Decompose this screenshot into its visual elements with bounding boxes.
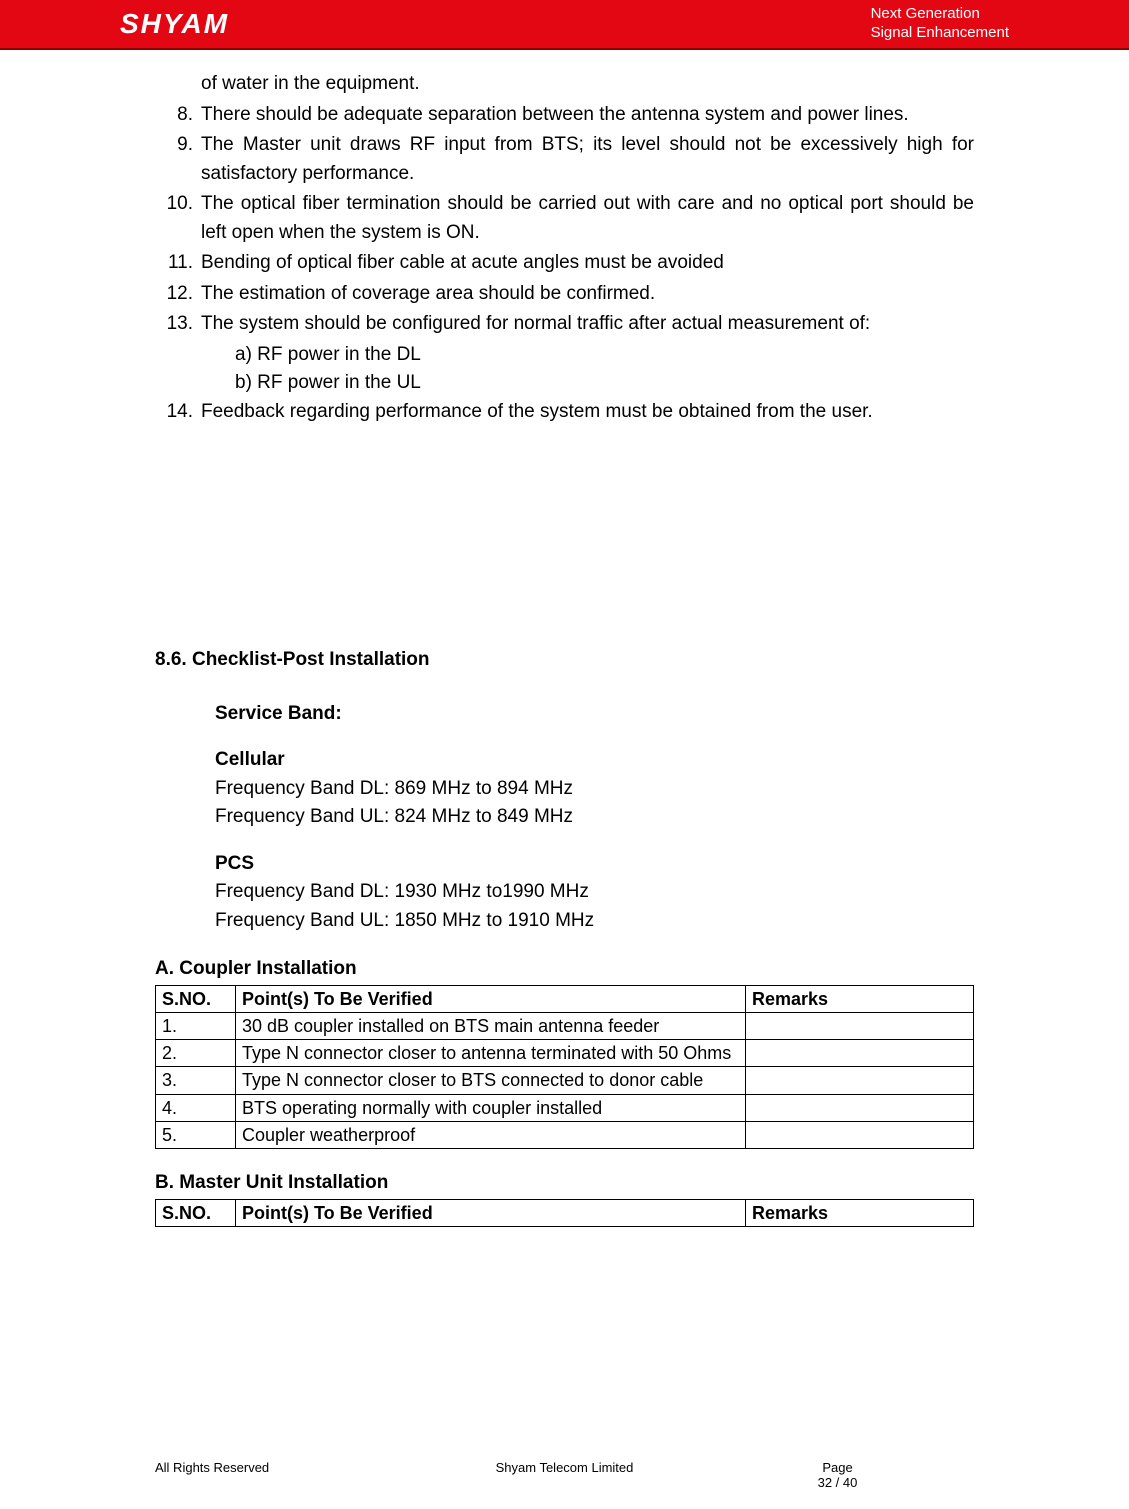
pcs-ul: Frequency Band UL: 1850 MHz to 1910 MHz: [215, 907, 974, 936]
list-item: 10.The optical fiber termination should …: [155, 190, 974, 247]
table-cell: [746, 1094, 974, 1121]
list-number: 10.: [155, 190, 201, 247]
footer-right: Page 32 / 40: [701, 1460, 974, 1491]
cellular-ul: Frequency Band UL: 824 MHz to 849 MHz: [215, 803, 974, 832]
list-item: of water in the equipment.: [155, 70, 974, 99]
table-cell: 1.: [156, 1012, 236, 1039]
table-cell: BTS operating normally with coupler inst…: [236, 1094, 746, 1121]
col-points: Point(s) To Be Verified: [236, 1199, 746, 1226]
header-bar: SHYAM Next Generation Signal Enhancement: [0, 0, 1129, 50]
table-header-row: S.NO. Point(s) To Be Verified Remarks: [156, 985, 974, 1012]
table-cell: 3.: [156, 1067, 236, 1094]
col-remarks: Remarks: [746, 1199, 974, 1226]
list-text: The estimation of coverage area should b…: [201, 280, 974, 309]
table-cell: 5.: [156, 1121, 236, 1148]
table-header-row: S.NO. Point(s) To Be Verified Remarks: [156, 1199, 974, 1226]
table-cell: 30 dB coupler installed on BTS main ante…: [236, 1012, 746, 1039]
sub-item-a: a) RF power in the DL: [155, 341, 974, 370]
continuation-text: of water in the equipment.: [201, 70, 974, 99]
service-band-block: Service Band: Cellular Frequency Band DL…: [155, 700, 974, 936]
table-row: 2.Type N connector closer to antenna ter…: [156, 1040, 974, 1067]
table-cell: [746, 1012, 974, 1039]
cellular-label: Cellular: [215, 746, 974, 775]
pcs-dl: Frequency Band DL: 1930 MHz to1990 MHz: [215, 878, 974, 907]
list-item: 13. The system should be configured for …: [155, 310, 974, 339]
footer-left: All Rights Reserved: [155, 1460, 428, 1491]
list-item: 14. Feedback regarding performance of th…: [155, 398, 974, 427]
logo-text: SHYAM: [120, 8, 229, 40]
list-text: The Master unit draws RF input from BTS;…: [201, 131, 974, 188]
list-number: 11.: [155, 249, 201, 278]
list-text: Bending of optical fiber cable at acute …: [201, 249, 974, 278]
table-a-title: A. Coupler Installation: [155, 955, 974, 984]
sub-item-b: b) RF power in the UL: [155, 369, 974, 398]
list-text: Feedback regarding performance of the sy…: [201, 398, 974, 427]
list-text: The system should be configured for norm…: [201, 310, 974, 339]
table-cell: [746, 1067, 974, 1094]
col-points: Point(s) To Be Verified: [236, 985, 746, 1012]
list-text: There should be adequate separation betw…: [201, 101, 974, 130]
table-cell: Type N connector closer to antenna termi…: [236, 1040, 746, 1067]
table-row: 3.Type N connector closer to BTS connect…: [156, 1067, 974, 1094]
table-a: S.NO. Point(s) To Be Verified Remarks 1.…: [155, 985, 974, 1150]
list-number: 14.: [155, 398, 201, 427]
page-body: of water in the equipment. 8.There shoul…: [0, 50, 1129, 1227]
section-heading: 8.6. Checklist-Post Installation: [155, 646, 974, 675]
list-number: 13.: [155, 310, 201, 339]
list-item: 8.There should be adequate separation be…: [155, 101, 974, 130]
table-cell: 2.: [156, 1040, 236, 1067]
list-text: The optical fiber termination should be …: [201, 190, 974, 247]
table-cell: [746, 1040, 974, 1067]
col-sno: S.NO.: [156, 985, 236, 1012]
footer-page-number: 32 / 40: [818, 1475, 858, 1490]
pcs-label: PCS: [215, 850, 974, 879]
list-number: 12.: [155, 280, 201, 309]
table-cell: Coupler weatherproof: [236, 1121, 746, 1148]
table-b: S.NO. Point(s) To Be Verified Remarks: [155, 1199, 974, 1227]
list-number: 9.: [155, 131, 201, 188]
service-band-label: Service Band:: [215, 700, 974, 729]
table-row: 5.Coupler weatherproof: [156, 1121, 974, 1148]
tagline-line1: Next Generation: [871, 5, 1009, 24]
list-item: 9.The Master unit draws RF input from BT…: [155, 131, 974, 188]
list-number: 8.: [155, 101, 201, 130]
col-sno: S.NO.: [156, 1199, 236, 1226]
page-footer: All Rights Reserved Shyam Telecom Limite…: [155, 1460, 974, 1491]
list-item: 12.The estimation of coverage area shoul…: [155, 280, 974, 309]
tagline-line2: Signal Enhancement: [871, 24, 1009, 43]
table-cell: [746, 1121, 974, 1148]
table-cell: Type N connector closer to BTS connected…: [236, 1067, 746, 1094]
footer-mid: Shyam Telecom Limited: [428, 1460, 701, 1491]
header-tagline: Next Generation Signal Enhancement: [871, 5, 1009, 43]
table-row: 4.BTS operating normally with coupler in…: [156, 1094, 974, 1121]
list-item: 11. Bending of optical fiber cable at ac…: [155, 249, 974, 278]
footer-page-label: Page: [822, 1460, 852, 1475]
table-b-title: B. Master Unit Installation: [155, 1169, 974, 1198]
table-row: 1.30 dB coupler installed on BTS main an…: [156, 1012, 974, 1039]
numbered-list: of water in the equipment. 8.There shoul…: [155, 70, 974, 426]
table-cell: 4.: [156, 1094, 236, 1121]
cellular-dl: Frequency Band DL: 869 MHz to 894 MHz: [215, 775, 974, 804]
col-remarks: Remarks: [746, 985, 974, 1012]
